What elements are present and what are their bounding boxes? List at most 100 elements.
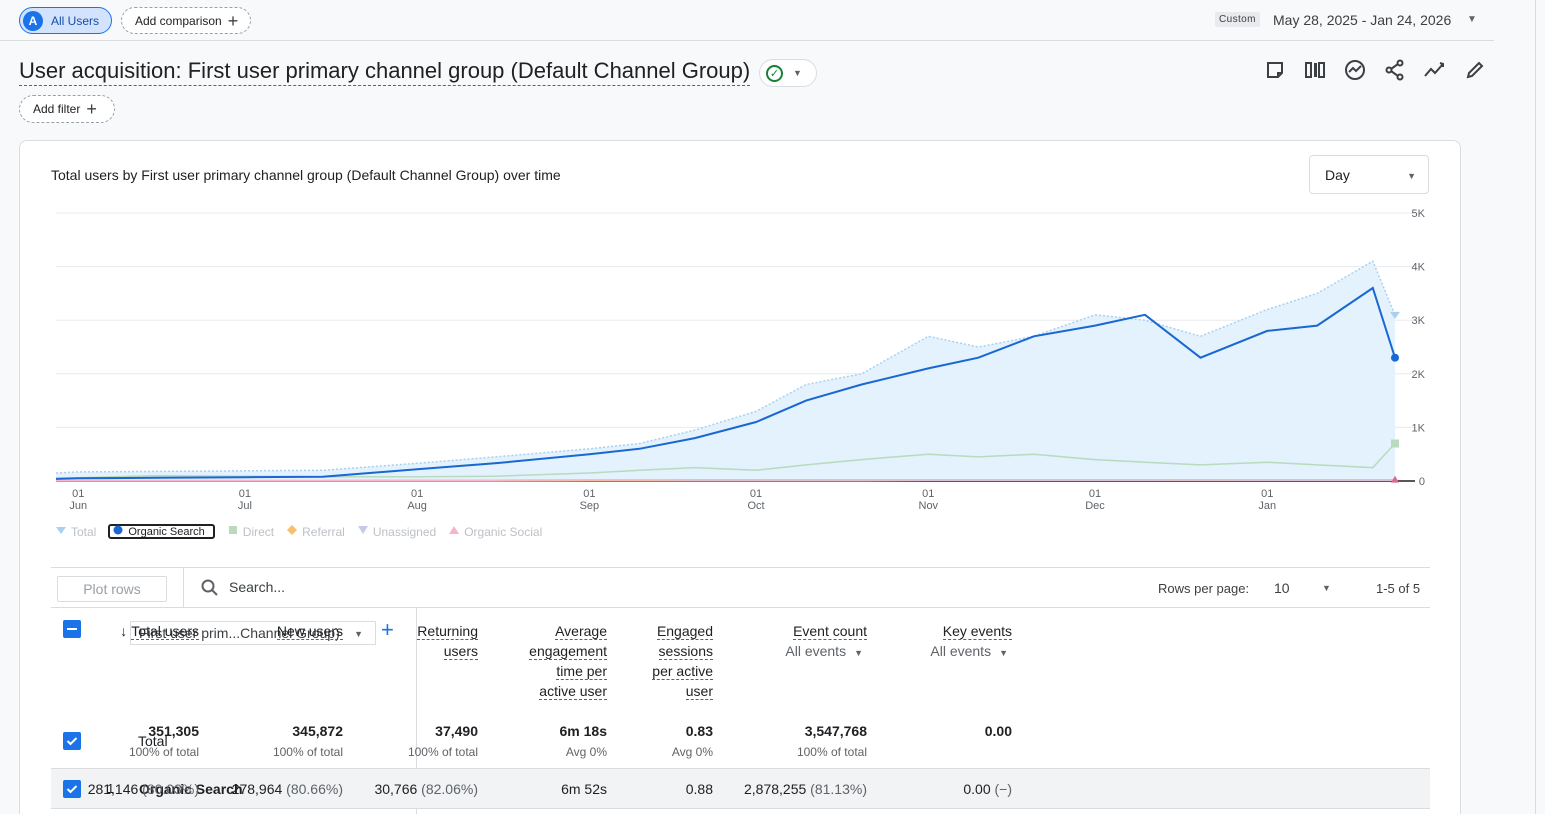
column-header-label: Average xyxy=(555,623,607,640)
total-value: 6m 18s xyxy=(559,723,607,739)
legend-item-direct[interactable]: Direct xyxy=(227,524,274,539)
y-tick-label: 3K xyxy=(1412,315,1426,327)
metric-value: 281,146 xyxy=(87,781,139,797)
column-header-label: active user xyxy=(539,683,607,700)
page-title[interactable]: User acquisition: First user primary cha… xyxy=(19,58,751,86)
row-metric-value: 278,964 (80.66%) xyxy=(232,781,343,797)
row-metric-value: 0.88 xyxy=(686,781,713,797)
add-comparison-button[interactable]: Add comparison + xyxy=(121,7,251,34)
segment-label: All Users xyxy=(51,13,100,28)
add-comparison-label: Add comparison xyxy=(135,13,222,28)
column-header[interactable]: Key events All events ▼ xyxy=(930,621,1012,663)
data-table: First user prim...Channel Group) ▼ + ↓ To… xyxy=(51,608,1430,814)
legend-item-organic-search[interactable]: Organic Search xyxy=(108,524,215,539)
column-header[interactable]: New users xyxy=(276,621,343,641)
edit-icon[interactable] xyxy=(1455,58,1495,82)
legend-label: Organic Search xyxy=(128,525,205,538)
total-subtext: 100% of total xyxy=(796,745,867,759)
x-tick-label: Jun xyxy=(69,500,87,512)
x-tick-label: 01 xyxy=(583,488,595,500)
trend-icon[interactable] xyxy=(1415,58,1455,82)
chevron-down-icon[interactable]: ▼ xyxy=(1322,583,1331,593)
legend-item-referral[interactable]: Referral xyxy=(286,524,345,539)
chart-title: Total users by First user primary channe… xyxy=(51,167,561,183)
metric-value: 6m 52s xyxy=(561,781,607,797)
row-metric-value: 0.00 (−) xyxy=(963,781,1012,797)
rows-per-page-select[interactable]: 10 xyxy=(1274,580,1290,596)
plus-icon: + xyxy=(227,10,239,31)
column-header[interactable]: Event count All events ▼ xyxy=(785,621,867,663)
legend-label: Total xyxy=(71,524,97,539)
date-range-picker[interactable]: May 28, 2025 - Jan 24, 2026 xyxy=(1273,12,1452,28)
total-subtext: 100% of total xyxy=(128,745,199,759)
metric-percent: (82.06%) xyxy=(417,781,478,797)
x-tick-label: Jan xyxy=(1258,500,1276,512)
metric-value: 30,766 xyxy=(374,781,418,797)
x-tick-label: Jul xyxy=(238,500,252,512)
x-tick-label: 01 xyxy=(922,488,934,500)
y-tick-label: 5K xyxy=(1412,208,1426,220)
search-icon xyxy=(201,579,219,602)
select-all-checkbox[interactable] xyxy=(63,620,81,638)
legend-label: Organic Social xyxy=(464,524,543,539)
total-subtext: 100% of total xyxy=(272,745,343,759)
sort-descending-icon[interactable]: ↓ xyxy=(120,623,128,639)
legend-item-organic-social[interactable]: Organic Social xyxy=(448,524,542,539)
customize-report-icon[interactable] xyxy=(1255,58,1295,82)
legend-label: Direct xyxy=(242,524,275,539)
column-header[interactable]: Average engagement time per active user xyxy=(529,621,607,701)
compare-icon[interactable] xyxy=(1295,58,1335,82)
column-event-filter[interactable]: All events ▼ xyxy=(785,641,867,663)
search-input[interactable] xyxy=(229,579,529,595)
x-tick-label: Oct xyxy=(747,500,764,512)
top-bar: A All Users Add comparison + Custom May … xyxy=(0,0,1494,41)
column-header[interactable]: ↓ Total users xyxy=(120,621,199,641)
row-checkbox[interactable] xyxy=(63,780,81,798)
insights-icon[interactable] xyxy=(1335,58,1375,82)
add-filter-button[interactable]: Add filter + xyxy=(19,95,115,123)
total-row-label: Total xyxy=(138,733,168,749)
column-event-filter-label: All events xyxy=(785,643,847,659)
row-dimension-value: Organic Search xyxy=(139,781,243,797)
add-filter-label: Add filter xyxy=(33,102,81,116)
report-card: Total users by First user primary channe… xyxy=(19,140,1461,814)
date-custom-badge: Custom xyxy=(1215,12,1260,27)
divider xyxy=(183,568,184,608)
y-tick-label: 4K xyxy=(1412,262,1426,274)
chevron-down-icon: ▼ xyxy=(1407,171,1416,181)
granularity-select[interactable]: Day ▼ xyxy=(1309,155,1429,194)
legend-marker-icon xyxy=(286,524,298,539)
legend-marker-icon xyxy=(227,524,239,539)
report-status-button[interactable]: ✓ ▼ xyxy=(759,59,817,87)
plot-rows-button[interactable]: Plot rows xyxy=(57,576,167,602)
legend-item-unassigned[interactable]: Unassigned xyxy=(357,524,436,539)
x-tick-label: Aug xyxy=(407,500,427,512)
metric-percent: (80.66%) xyxy=(282,781,343,797)
total-row-checkbox[interactable] xyxy=(63,732,81,750)
add-dimension-button[interactable]: + xyxy=(381,617,394,642)
legend-marker-icon xyxy=(357,524,369,539)
series-line-organic-search xyxy=(55,286,1396,480)
pagination-status: 1-5 of 5 xyxy=(1376,581,1421,596)
legend-marker-icon xyxy=(448,524,460,539)
line-chart: 5K4K3K2K1K001Jun01Jul01Aug01Sep01Oct01No… xyxy=(55,208,1426,512)
column-header-label: time per xyxy=(556,663,607,680)
chevron-down-icon[interactable]: ▼ xyxy=(1467,14,1477,25)
column-header[interactable]: Engaged sessions per active user xyxy=(652,621,713,701)
segment-chip-all-users[interactable]: A All Users xyxy=(19,7,112,34)
legend-item-total[interactable]: Total xyxy=(55,524,96,539)
metric-value: 0.00 xyxy=(963,781,991,797)
series-endpoint xyxy=(1390,311,1400,319)
dimension-select[interactable]: First user prim...Channel Group) ▼ xyxy=(130,621,376,645)
share-icon[interactable] xyxy=(1375,58,1415,82)
column-header[interactable]: Returning users xyxy=(417,621,478,661)
table-row[interactable]: 1 Organic Search 281,146 (80.03%) 278,964… xyxy=(51,768,1430,809)
check-circle-icon: ✓ xyxy=(766,64,783,82)
column-event-filter[interactable]: All events ▼ xyxy=(930,641,1012,663)
row-index: 1 xyxy=(107,781,115,796)
chevron-down-icon: ▼ xyxy=(354,629,363,639)
rows-per-page-label: Rows per page: xyxy=(1158,581,1250,596)
row-metric-value: 281,146 (80.03%) xyxy=(88,781,199,797)
x-tick-label: Sep xyxy=(580,500,600,512)
y-tick-label: 1K xyxy=(1412,422,1426,434)
